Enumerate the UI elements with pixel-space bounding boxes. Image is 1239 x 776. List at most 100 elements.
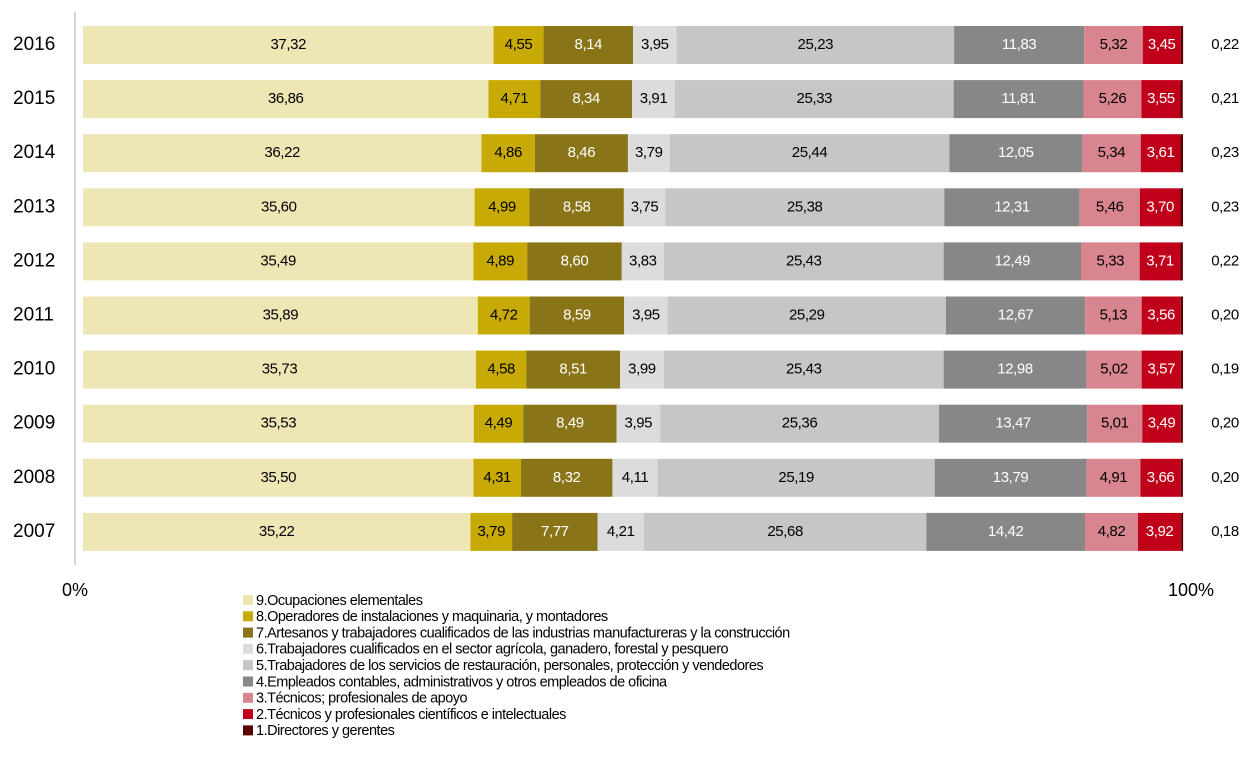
bar-segment	[493, 26, 544, 64]
bar-segment	[1142, 404, 1181, 443]
bar-segment	[520, 458, 613, 497]
value-label: 3,95	[641, 36, 669, 53]
value-label: 7,77	[541, 523, 569, 540]
legend-swatch	[243, 676, 253, 687]
bar-segment	[526, 350, 621, 389]
value-label: 0,22	[1211, 36, 1239, 53]
bar-segment	[949, 134, 1083, 173]
value-label: 4,71	[501, 90, 529, 107]
category-label: 2012	[13, 250, 55, 271]
category-label: 2011	[13, 305, 54, 326]
bar-segment	[643, 512, 927, 551]
category-label: 2013	[13, 196, 55, 217]
value-label: 3,71	[1146, 252, 1174, 269]
value-label: 3,49	[1148, 415, 1176, 432]
value-label: 5,33	[1097, 252, 1125, 269]
legend-label: 2.Técnicos y profesionales científicos e…	[256, 707, 566, 723]
value-label: 8,32	[553, 469, 581, 486]
bar-segment	[1139, 242, 1181, 281]
category-label: 2015	[13, 88, 55, 109]
value-label: 4,58	[487, 361, 515, 378]
bar-segment	[627, 134, 670, 173]
bar-segment	[481, 134, 535, 173]
x-tick-label: 100%	[1168, 580, 1214, 600]
category-label: 2014	[13, 142, 56, 163]
legend-swatch	[243, 725, 253, 736]
value-label: 0,23	[1211, 198, 1239, 215]
category-label: 2010	[13, 359, 55, 380]
bar-segment	[616, 404, 661, 443]
value-label: 4,99	[488, 198, 516, 215]
bar-segment	[632, 80, 676, 119]
value-label: 4,31	[483, 469, 511, 486]
value-label: 3,70	[1146, 198, 1174, 215]
value-label: 4,49	[485, 415, 513, 432]
bar-segment	[1081, 242, 1140, 281]
value-label: 0,20	[1211, 306, 1239, 323]
value-label: 3,95	[625, 415, 653, 432]
bar-segment	[1180, 404, 1183, 443]
bar-segment	[1180, 296, 1183, 335]
value-label: 5,02	[1100, 361, 1128, 378]
value-label: 13,47	[995, 415, 1031, 432]
legend-swatch	[243, 627, 253, 638]
value-label: 4,21	[607, 523, 635, 540]
bar-segment	[1180, 26, 1184, 64]
value-label: 25,29	[789, 306, 825, 323]
value-label: 8,46	[568, 144, 596, 161]
bar-segment	[1180, 242, 1183, 281]
legend-swatch	[243, 595, 253, 605]
value-label: 5,26	[1099, 90, 1127, 107]
value-label: 8,51	[559, 361, 587, 378]
bar-segment	[663, 350, 944, 389]
bar-segment	[527, 242, 622, 281]
value-label: 3,56	[1147, 306, 1175, 323]
bar-segment	[663, 242, 944, 281]
legend-label: 1.Directores y gerentes	[256, 723, 395, 739]
bar-segment	[669, 134, 950, 173]
value-label: 3,92	[1146, 523, 1174, 540]
bar-segment	[667, 296, 946, 335]
value-label: 3,95	[632, 306, 660, 323]
bar-segment	[1084, 512, 1139, 551]
bar-segment	[1139, 188, 1181, 227]
bar-segment	[473, 404, 524, 443]
bar-segment	[953, 80, 1084, 119]
value-label: 25,23	[798, 36, 834, 53]
value-label: 13,79	[993, 469, 1029, 486]
bar-segment	[83, 458, 474, 497]
bar-segment	[926, 512, 1085, 551]
bar-segment	[1140, 458, 1181, 497]
value-label: 4,72	[490, 306, 518, 323]
value-label: 36,22	[264, 144, 300, 161]
legend-label: 7.Artesanos y trabajadores cualificados …	[256, 625, 790, 641]
value-label: 4,91	[1100, 469, 1128, 486]
legend-label: 4.Empleados contables, administrativos y…	[256, 674, 668, 690]
value-label: 35,22	[259, 523, 295, 540]
value-label: 4,86	[494, 144, 522, 161]
category-label: 2008	[13, 467, 55, 488]
value-label: 37,32	[270, 36, 306, 53]
value-label: 4,55	[505, 36, 533, 53]
bar-segment	[943, 242, 1082, 281]
legend-swatch	[243, 643, 253, 654]
value-label: 0,19	[1211, 361, 1239, 378]
value-label: 0,20	[1211, 469, 1239, 486]
value-label: 3,57	[1147, 361, 1175, 378]
value-label: 8,34	[572, 90, 600, 107]
value-label: 12,67	[998, 306, 1034, 323]
value-label: 12,49	[995, 252, 1031, 269]
bar-segment	[83, 512, 471, 551]
bar-segment	[943, 350, 1087, 389]
bar-segment	[473, 242, 528, 281]
legend-swatch	[243, 709, 253, 720]
bar-segment	[954, 26, 1085, 64]
value-label: 3,99	[628, 361, 656, 378]
value-label: 8,49	[556, 415, 584, 432]
legend-label: 5.Trabajadores de los servicios de resta…	[256, 658, 763, 674]
legend-label: 6.Trabajadores cualificados en el sector…	[256, 642, 729, 658]
value-label: 12,31	[994, 198, 1030, 215]
value-label: 35,49	[260, 252, 296, 269]
bar-segment	[597, 512, 644, 551]
